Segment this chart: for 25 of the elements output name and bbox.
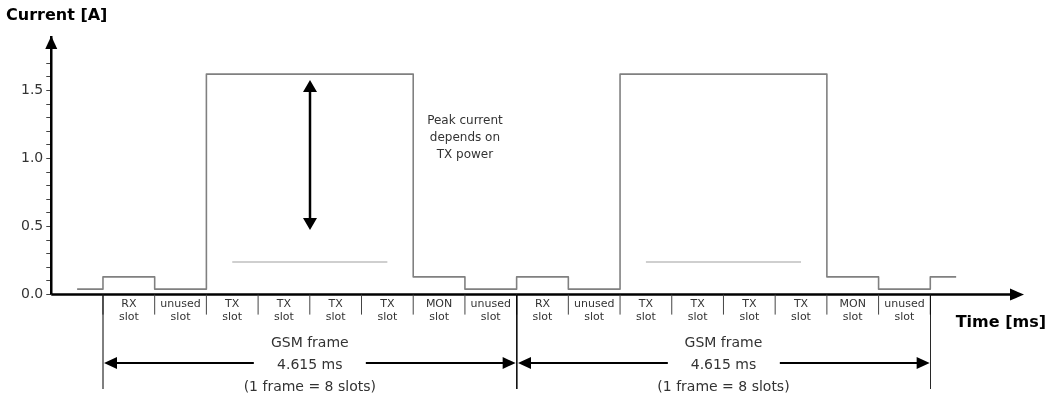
y-tick-label: 1.5 — [21, 81, 44, 98]
x-tick-label: unused slot — [470, 297, 511, 324]
x-tick-label: TX slot — [325, 297, 347, 324]
y-tick-label: 1.0 — [21, 149, 44, 166]
annotation: Peak current depends on TX power — [427, 113, 504, 161]
x-tick-label: TX slot — [274, 297, 295, 324]
x-tick-label: TX slot — [635, 297, 657, 324]
x-tick-label: TX slot — [687, 297, 709, 324]
x-axis-title: Time [ms] — [955, 311, 1046, 331]
x-tick-label: TX slot — [222, 297, 243, 324]
text: GSM frame 4.615 ms (1 frame = 8 slots) — [243, 333, 376, 394]
y-axis-title: Current [A] — [6, 5, 108, 24]
x-tick-label: TX slot — [739, 297, 760, 324]
text: GSM frame 4.615 ms (1 frame = 8 slots) — [657, 333, 790, 394]
x-tick-label: TX slot — [791, 297, 812, 324]
x-tick-label: MON slot — [839, 297, 866, 324]
x-tick-label: TX slot — [377, 297, 398, 324]
x-tick-label: unused slot — [573, 297, 615, 324]
x-tick-label: MON slot — [425, 297, 453, 324]
x-tick-label: RX slot — [532, 297, 554, 324]
x-tick-label: unused slot — [160, 297, 201, 324]
y-tick-label: 0.5 — [21, 217, 44, 234]
x-tick-label: RX slot — [118, 297, 140, 324]
y-tick-label: 0.0 — [21, 285, 44, 302]
x-tick-label: unused slot — [884, 297, 925, 324]
